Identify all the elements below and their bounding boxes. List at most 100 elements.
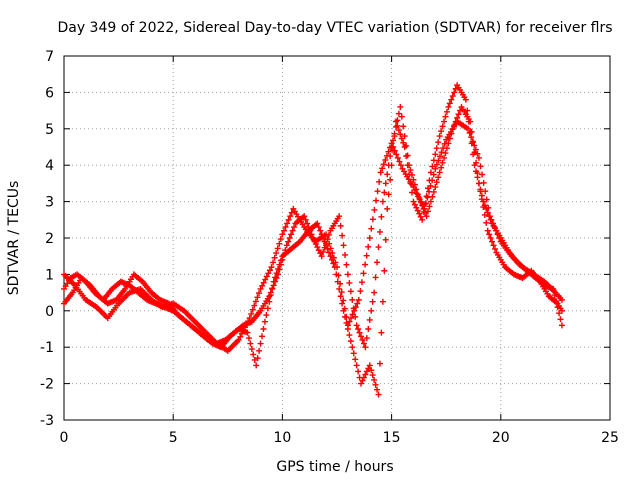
data-point (263, 273, 270, 280)
data-point (558, 322, 565, 329)
data-point (469, 138, 476, 145)
data-point (291, 224, 298, 231)
data-point (365, 326, 372, 332)
data-point (435, 157, 442, 164)
data-point (339, 300, 346, 307)
data-point (438, 128, 445, 135)
data-point (314, 244, 321, 251)
data-point (414, 207, 421, 214)
data-point (353, 322, 360, 329)
data-point (439, 123, 446, 130)
data-point (475, 154, 482, 161)
data-point (553, 298, 560, 305)
data-point (410, 198, 417, 205)
data-point (398, 113, 405, 120)
data-point (256, 290, 262, 297)
data-point (289, 227, 296, 234)
data-point (395, 127, 402, 134)
data-point (373, 197, 379, 204)
data-point (378, 329, 385, 336)
data-point (394, 122, 401, 129)
data-point (387, 176, 394, 183)
data-point (259, 282, 266, 289)
data-point (400, 123, 407, 130)
data-point (477, 186, 484, 193)
y-tick-label: -1 (40, 340, 54, 356)
data-point (388, 140, 395, 147)
data-point (363, 335, 370, 342)
data-point (445, 103, 452, 110)
data-point (265, 270, 272, 277)
data-point (274, 245, 281, 252)
data-point (268, 264, 275, 271)
data-point (401, 144, 408, 150)
data-point (353, 362, 360, 369)
data-point (471, 162, 478, 169)
data-point (341, 305, 348, 312)
data-point (491, 245, 498, 252)
data-point (283, 242, 290, 249)
y-tick-label: -2 (40, 377, 54, 393)
data-point (371, 289, 378, 296)
data-point (557, 316, 564, 323)
data-point (439, 159, 446, 166)
y-tick-label: 2 (45, 231, 54, 247)
data-point (383, 152, 390, 159)
data-point (375, 244, 382, 251)
data-layer (61, 82, 565, 398)
data-point (442, 150, 449, 157)
data-point (427, 198, 434, 205)
data-point (396, 158, 403, 165)
data-point (327, 245, 334, 252)
data-point (381, 189, 388, 196)
data-point (436, 153, 443, 160)
data-point (249, 306, 256, 313)
data-point (276, 240, 283, 247)
data-point (248, 346, 255, 353)
data-point (379, 198, 386, 205)
data-point (337, 293, 344, 300)
data-point (254, 294, 261, 301)
data-point (376, 360, 383, 367)
data-point (252, 298, 259, 305)
data-point (349, 311, 356, 318)
data-point (490, 220, 496, 227)
data-point (346, 318, 353, 325)
data-point (302, 216, 309, 223)
data-point (372, 381, 379, 388)
data-point (449, 93, 456, 100)
x-axis-label: GPS time / hours (276, 459, 393, 475)
data-point (269, 285, 276, 292)
data-point (426, 188, 433, 195)
data-point (346, 279, 353, 286)
data-point (237, 333, 244, 340)
data-point (415, 193, 422, 200)
data-point (245, 335, 252, 342)
data-point (417, 213, 424, 220)
y-tick-label: 3 (45, 195, 54, 211)
data-point (356, 329, 363, 336)
data-point (334, 264, 340, 271)
data-point (397, 103, 404, 110)
data-point (243, 321, 250, 328)
data-point (391, 133, 398, 140)
data-point (320, 248, 327, 255)
data-point (250, 351, 257, 358)
data-point (346, 332, 353, 339)
data-point (368, 307, 375, 314)
data-point (394, 154, 401, 161)
data-point (365, 243, 372, 250)
data-point (272, 274, 279, 281)
data-point (282, 224, 289, 231)
x-tick-label: 20 (492, 430, 510, 446)
data-point (485, 204, 492, 211)
data-point (276, 261, 283, 268)
data-point (419, 216, 426, 223)
data-point (288, 231, 295, 238)
data-point (344, 322, 351, 329)
data-point (362, 344, 369, 351)
data-point (416, 210, 423, 217)
data-point (377, 169, 384, 176)
data-point (452, 85, 459, 92)
data-point (488, 216, 495, 223)
